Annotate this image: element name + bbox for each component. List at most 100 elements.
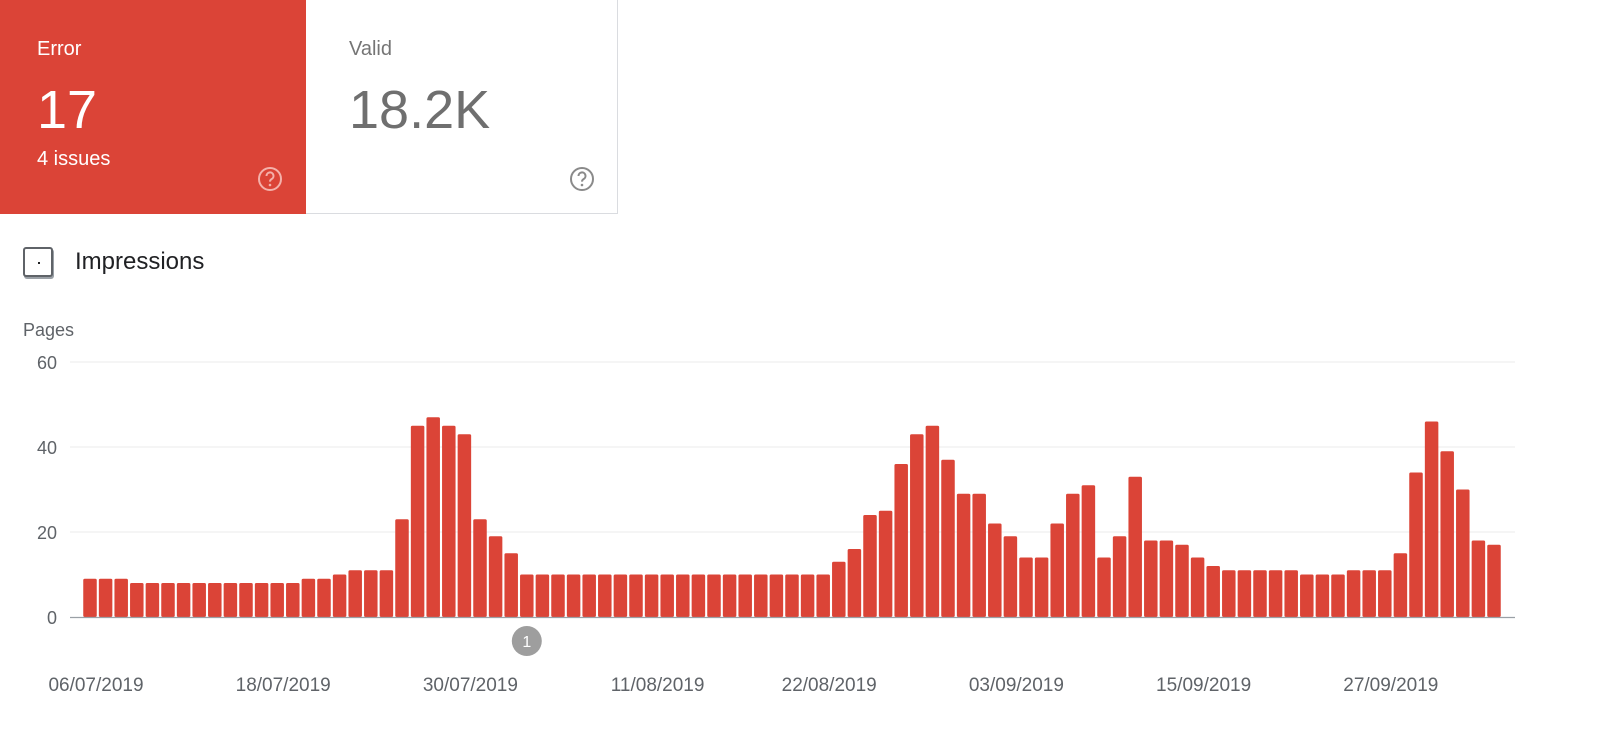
bar[interactable] xyxy=(364,570,378,617)
bar[interactable] xyxy=(676,574,690,618)
bar[interactable] xyxy=(348,570,362,617)
bar[interactable] xyxy=(1409,472,1423,618)
bar[interactable] xyxy=(894,464,908,617)
bar[interactable] xyxy=(1222,570,1236,617)
bar[interactable] xyxy=(332,574,347,618)
bar[interactable] xyxy=(1362,570,1376,617)
bar[interactable] xyxy=(395,519,409,617)
bar[interactable] xyxy=(1034,557,1049,618)
bar[interactable] xyxy=(130,583,144,617)
bar[interactable] xyxy=(785,574,799,618)
bar[interactable] xyxy=(410,425,425,617)
bar[interactable] xyxy=(1268,570,1283,617)
bar[interactable] xyxy=(1378,570,1392,617)
bar[interactable] xyxy=(1003,536,1018,617)
bar[interactable] xyxy=(1206,566,1220,617)
bar[interactable] xyxy=(754,574,768,618)
bar[interactable] xyxy=(1331,574,1345,618)
bar[interactable] xyxy=(1112,536,1127,617)
bar[interactable] xyxy=(613,574,628,618)
bar[interactable] xyxy=(488,536,503,617)
bar[interactable] xyxy=(941,459,955,617)
bar[interactable] xyxy=(566,574,581,618)
bar[interactable] xyxy=(956,493,971,617)
bar[interactable] xyxy=(738,574,752,618)
bar[interactable] xyxy=(1128,476,1142,617)
bar[interactable] xyxy=(176,583,191,617)
bar[interactable] xyxy=(722,574,737,618)
bar[interactable] xyxy=(925,425,940,617)
bar[interactable] xyxy=(379,570,394,617)
bar[interactable] xyxy=(878,510,893,617)
bar[interactable] xyxy=(1487,544,1501,617)
bar[interactable] xyxy=(660,574,674,618)
bar[interactable] xyxy=(598,574,612,618)
bar[interactable] xyxy=(1190,557,1205,618)
bar[interactable] xyxy=(426,417,440,617)
bar[interactable] xyxy=(582,574,596,618)
bar[interactable] xyxy=(847,549,862,617)
bar[interactable] xyxy=(1175,544,1189,617)
bar[interactable] xyxy=(832,561,846,617)
bar[interactable] xyxy=(1424,421,1439,618)
bar[interactable] xyxy=(1237,570,1252,617)
bar[interactable] xyxy=(1253,570,1267,617)
bar[interactable] xyxy=(816,574,830,618)
bar[interactable] xyxy=(504,553,518,617)
bar[interactable] xyxy=(910,434,924,617)
bar[interactable] xyxy=(629,574,643,618)
bar[interactable] xyxy=(1440,451,1454,617)
bar[interactable] xyxy=(239,583,253,617)
bar[interactable] xyxy=(270,583,284,617)
valid-summary-card[interactable]: Valid 18.2K xyxy=(306,0,618,214)
bar[interactable] xyxy=(223,583,238,617)
bar[interactable] xyxy=(1066,493,1080,617)
bar[interactable] xyxy=(1346,570,1361,617)
error-summary-card[interactable]: Error 17 4 issues xyxy=(0,0,306,214)
impressions-toggle[interactable]: Impressions xyxy=(23,244,204,280)
bar[interactable] xyxy=(520,574,534,618)
bar[interactable] xyxy=(254,583,269,617)
bar[interactable] xyxy=(114,578,128,617)
bar[interactable] xyxy=(1456,489,1470,618)
bar[interactable] xyxy=(1050,523,1064,618)
bar[interactable] xyxy=(1471,540,1486,618)
bar[interactable] xyxy=(707,574,721,618)
bar[interactable] xyxy=(644,574,659,618)
bar[interactable] xyxy=(317,578,331,617)
bar[interactable] xyxy=(691,574,706,618)
bar[interactable] xyxy=(457,434,472,617)
bar[interactable] xyxy=(442,425,456,617)
valid-count: 18.2K xyxy=(349,80,491,140)
bar[interactable] xyxy=(301,578,316,617)
bar[interactable] xyxy=(769,574,784,618)
bar[interactable] xyxy=(1097,557,1111,618)
bar[interactable] xyxy=(535,574,550,618)
bar[interactable] xyxy=(972,493,986,617)
annotation-marker[interactable]: 1 xyxy=(511,626,542,656)
bar[interactable] xyxy=(83,578,97,617)
bar[interactable] xyxy=(1144,540,1158,618)
bar[interactable] xyxy=(208,583,222,617)
bar[interactable] xyxy=(161,583,175,617)
bar[interactable] xyxy=(988,523,1002,618)
bar[interactable] xyxy=(1393,553,1408,617)
bar[interactable] xyxy=(800,574,815,618)
bar[interactable] xyxy=(551,574,565,618)
bar[interactable] xyxy=(1159,540,1174,618)
bar[interactable] xyxy=(473,519,487,617)
bar[interactable] xyxy=(1284,570,1298,617)
bar[interactable] xyxy=(1019,557,1033,618)
bar[interactable] xyxy=(1300,574,1314,618)
impressions-checkbox[interactable] xyxy=(23,247,53,277)
bar[interactable] xyxy=(145,583,160,617)
bar[interactable] xyxy=(1315,574,1330,618)
bar[interactable] xyxy=(98,578,113,617)
bar[interactable] xyxy=(1081,485,1096,617)
bar[interactable] xyxy=(192,583,206,617)
help-circle-icon[interactable] xyxy=(257,166,283,192)
bar[interactable] xyxy=(863,515,877,617)
bar[interactable] xyxy=(286,583,300,617)
help-circle-icon[interactable] xyxy=(569,166,595,192)
annotation-circle[interactable] xyxy=(511,626,542,656)
